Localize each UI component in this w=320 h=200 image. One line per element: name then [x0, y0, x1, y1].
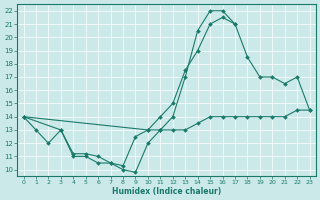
X-axis label: Humidex (Indice chaleur): Humidex (Indice chaleur)	[112, 187, 221, 196]
